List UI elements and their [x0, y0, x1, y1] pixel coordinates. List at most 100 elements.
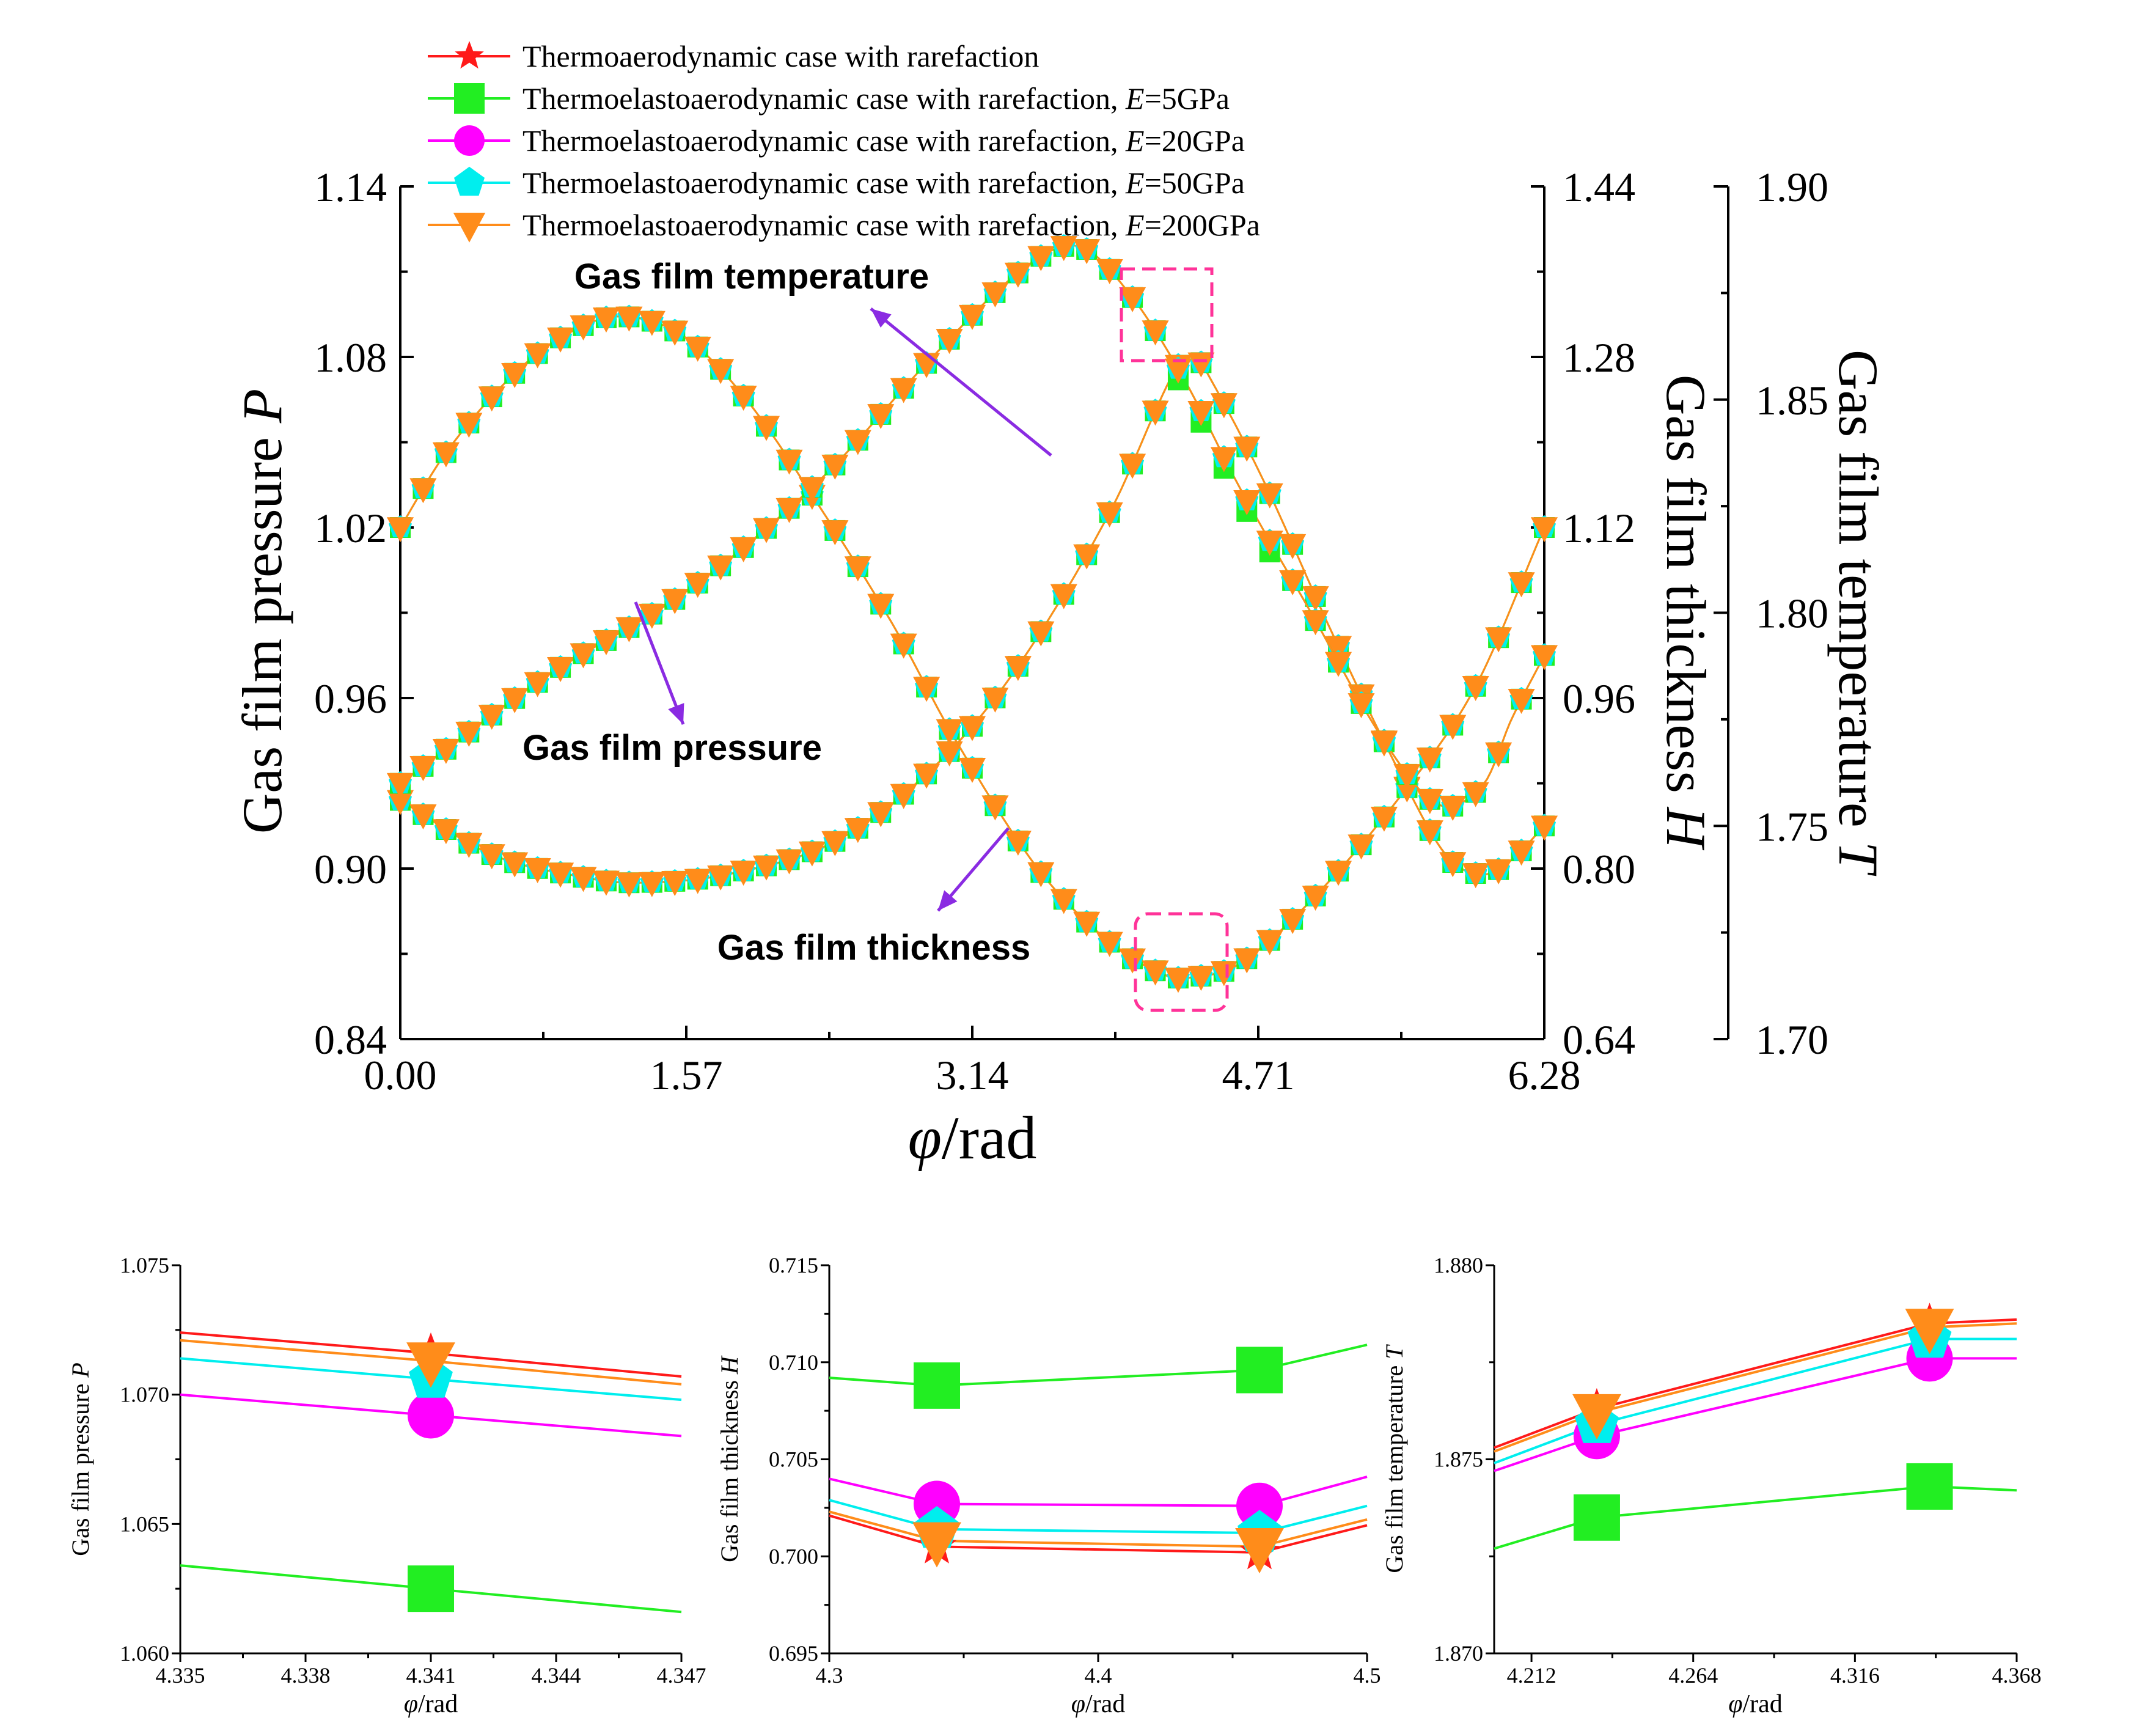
- marker-e200: [1485, 742, 1513, 768]
- marker-e200: [432, 442, 460, 468]
- annotations: Gas film temperature Gas film pressure Gas…: [522, 257, 1052, 968]
- marker-e200: [1164, 358, 1192, 384]
- inset-marker-e20: [408, 1392, 454, 1439]
- marker-e200: [1187, 966, 1215, 991]
- marker-e200: [478, 844, 505, 870]
- arrow-pressure-shaft: [634, 601, 685, 725]
- inset-y-axis-label-symbol: P: [67, 1362, 94, 1378]
- marker-e200: [592, 307, 620, 333]
- marker-e200: [570, 315, 597, 340]
- marker-e200: [615, 617, 643, 642]
- marker-e200: [432, 819, 460, 845]
- legend-label-text: Thermoelastoaerodynamic case with rarefa…: [522, 81, 1126, 116]
- marker-e200: [524, 343, 551, 369]
- marker-e200: [1073, 239, 1101, 265]
- marker-e200: [1530, 645, 1558, 671]
- marker-e200: [661, 320, 689, 346]
- inset-line-e5: [1494, 1485, 2017, 1550]
- inset-x-tick-label: 4.368: [1992, 1663, 2042, 1688]
- right2-axis-label-symbol: T: [1827, 842, 1890, 877]
- marker-e200: [844, 818, 871, 843]
- marker-e200: [455, 721, 483, 747]
- left-axis-label: Gas film pressure P: [231, 389, 293, 834]
- inset-y-tick-label: 0.700: [769, 1544, 818, 1568]
- marker-e200: [409, 756, 437, 781]
- marker-e200: [867, 802, 895, 828]
- inset-x-axis-label: φ/rad: [404, 1690, 458, 1718]
- marker-e200: [1302, 610, 1329, 636]
- marker-e200: [730, 537, 757, 562]
- series-gas-film-thickness: [386, 304, 1558, 993]
- marker-e200: [1324, 636, 1352, 661]
- marker-e200: [1530, 815, 1558, 841]
- marker-e200: [1439, 852, 1467, 878]
- inset-x-axis-label-symbol: φ: [404, 1690, 418, 1718]
- marker-e200: [524, 672, 551, 697]
- marker-e200: [1119, 287, 1146, 312]
- x-tick-label: 3.14: [936, 1052, 1009, 1098]
- marker-e200: [844, 556, 871, 582]
- inset-x-tick-label: 4.3: [816, 1663, 843, 1688]
- marker-e200: [1324, 652, 1352, 677]
- marker-e200: [1073, 911, 1101, 937]
- inset-y-axis-label: Gas film temperature T: [1380, 1344, 1408, 1573]
- marker-e200: [1279, 570, 1307, 595]
- marker-e200: [501, 688, 529, 713]
- marker-e200: [821, 454, 849, 480]
- marker-e200: [844, 430, 871, 455]
- inset-y-tick-label: 0.705: [769, 1447, 818, 1472]
- legend-label-e: E: [1125, 123, 1145, 158]
- marker-e200: [1302, 886, 1329, 911]
- inset-line-e50: [1494, 1337, 2017, 1465]
- marker-e200: [1210, 961, 1238, 987]
- marker-e200: [752, 416, 780, 441]
- right1-tick-label: 0.64: [1563, 1016, 1635, 1063]
- inset-temperature-chart: 1.880 1.875 1.870 4.212 4.264 4.316 4.368 φ/rad…: [1380, 1253, 2042, 1718]
- highlight-box-temperature: [1120, 267, 1214, 362]
- left-tick-label: 1.08: [314, 334, 387, 381]
- marker-e200: [547, 327, 574, 353]
- series-gas-film-pressure: [386, 350, 1558, 898]
- legend: Thermoaerodynamic case with rarefaction T…: [428, 39, 1260, 243]
- main-chart: 1.14 1.08 1.02 0.96 0.90 0.84 1.44 1.28 1.12 0.96…: [231, 164, 1890, 1172]
- inset-y-axis-label-text: Gas film pressure: [67, 1378, 94, 1556]
- right2-tick-label: 1.80: [1756, 590, 1828, 637]
- marker-e200: [1164, 968, 1192, 993]
- inset-x-axis-label: φ/rad: [1728, 1690, 1783, 1718]
- series-line-orange: [400, 356, 1546, 884]
- marker-e200: [958, 716, 986, 741]
- marker-e200: [1508, 689, 1535, 715]
- inset-line-e50: [829, 1499, 1368, 1535]
- legend-label-unit: =50GPa: [1145, 166, 1245, 200]
- legend-marker-star: [455, 41, 484, 69]
- marker-e200: [1439, 796, 1467, 821]
- inset-y-tick-label: 0.695: [769, 1641, 818, 1666]
- inset-y-tick-label: 0.710: [769, 1350, 818, 1375]
- inset-x-tick-label: 4.338: [281, 1663, 331, 1688]
- inset-y-axis-label: Gas film pressure P: [67, 1362, 94, 1556]
- marker-e200: [798, 477, 826, 502]
- inset-x-tick-label: 4.5: [1354, 1663, 1381, 1688]
- inset-x-tick-label: 4.264: [1668, 1663, 1718, 1688]
- inset-marker-e5: [1236, 1347, 1283, 1394]
- marker-e200: [1233, 490, 1261, 516]
- marker-e200: [1256, 930, 1283, 955]
- highlight-box-thickness: [1134, 912, 1229, 1012]
- marker-e200: [1530, 517, 1558, 543]
- legend-label: Thermoaerodynamic case with rarefaction: [522, 39, 1039, 73]
- inset-line-e200: [1494, 1322, 2017, 1453]
- inset-x-tick-label: 4.341: [406, 1663, 456, 1688]
- marker-e200: [1119, 454, 1146, 479]
- legend-label: Thermoelastoaerodynamic case with rarefa…: [522, 123, 1245, 158]
- marker-e200: [684, 573, 711, 598]
- inset-line-e20: [1494, 1357, 2017, 1472]
- marker-e200: [684, 869, 711, 894]
- left-tick-label: 0.84: [314, 1016, 387, 1063]
- inset-y-tick-label: 1.875: [1434, 1447, 1483, 1472]
- inset-y-axis-label: Gas film thickness H: [716, 1355, 743, 1562]
- legend-marker-triangle-down: [453, 213, 486, 243]
- marker-e200: [1393, 764, 1421, 790]
- marker-e200: [615, 872, 643, 898]
